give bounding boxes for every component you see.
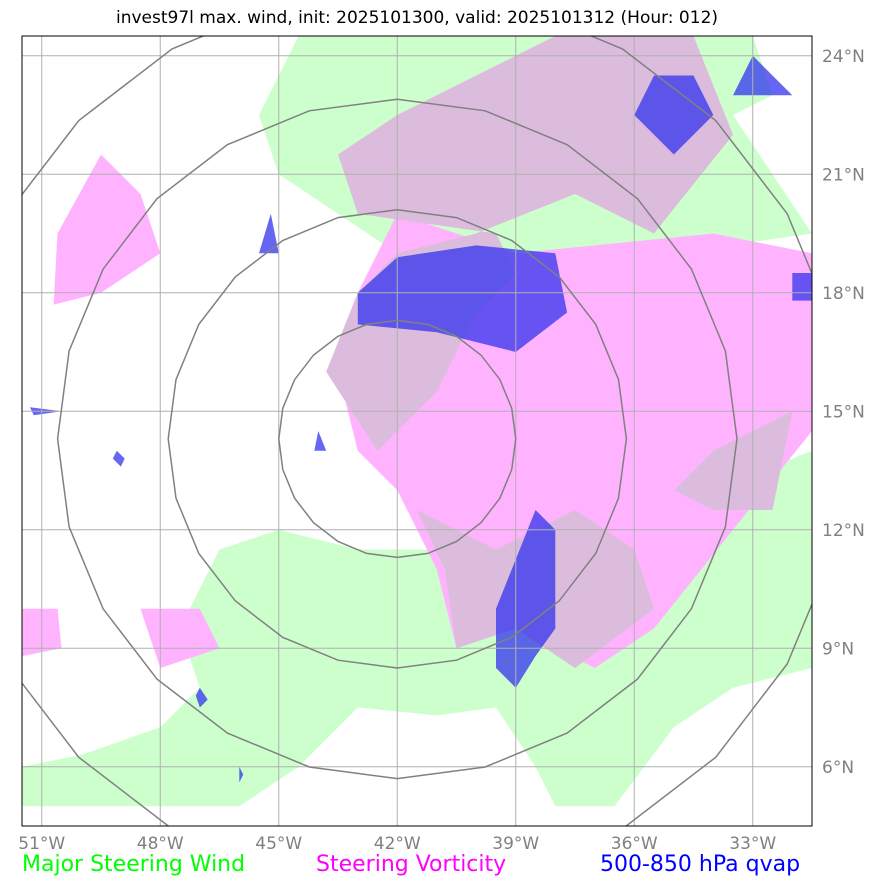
qvap-area [792, 273, 812, 301]
wind-vorticity-overlap-area [326, 36, 733, 451]
latitude-tick-label: 18°N [822, 284, 865, 304]
longitude-tick-label: 36°W [611, 834, 658, 854]
qvap-area [239, 766, 244, 783]
longitude-tick-label: 45°W [255, 834, 302, 854]
longitude-tick-label: 39°W [492, 834, 539, 854]
range-rings [22, 36, 812, 826]
latitude-tick-labels: 6°N 9°N 12°N 15°N 18°N 21°N 24°N [822, 47, 865, 778]
qvap-area [733, 55, 793, 96]
qvap-area [259, 213, 279, 254]
range-ring [56, 98, 738, 780]
latitude-tick-label: 6°N [822, 758, 854, 778]
longitude-tick-labels: 51°W 48°W 45°W 42°W 39°W 36°W 33°W [18, 834, 776, 854]
longitude-tick-label: 33°W [729, 834, 776, 854]
qvap-area [195, 687, 208, 708]
steering-vorticity-area [53, 154, 161, 305]
latitude-tick-label: 21°N [822, 165, 865, 185]
qvap-area [112, 450, 125, 467]
longitude-tick-label: 42°W [374, 834, 421, 854]
qvap-area [496, 510, 556, 688]
map-plot-area [22, 36, 812, 826]
latitude-tick-label: 24°N [822, 47, 865, 67]
longitude-tick-label: 48°W [137, 834, 184, 854]
legend-major-steering-wind: Major Steering Wind [22, 852, 246, 877]
range-ring [167, 209, 628, 669]
graticule [22, 36, 812, 826]
legend-steering-vorticity: Steering Vorticity [316, 852, 507, 877]
latitude-tick-label: 9°N [822, 639, 854, 659]
wind-vorticity-overlap-area [673, 411, 793, 510]
map-frame [21, 35, 813, 827]
longitude-tick-label: 51°W [18, 834, 65, 854]
latitude-tick-label: 12°N [822, 521, 865, 541]
latitude-tick-label: 15°N [822, 402, 865, 422]
range-ring [278, 319, 517, 559]
qvap-area [634, 75, 714, 155]
wind-vorticity-overlap-layer [326, 36, 793, 668]
map-title: invest97l max. wind, init: 2025101300, v… [115, 8, 719, 28]
qvap-area [357, 245, 568, 352]
qvap-area [314, 431, 327, 451]
legend-qvap: 500-850 hPa qvap [600, 852, 801, 877]
range-ring [22, 36, 812, 826]
